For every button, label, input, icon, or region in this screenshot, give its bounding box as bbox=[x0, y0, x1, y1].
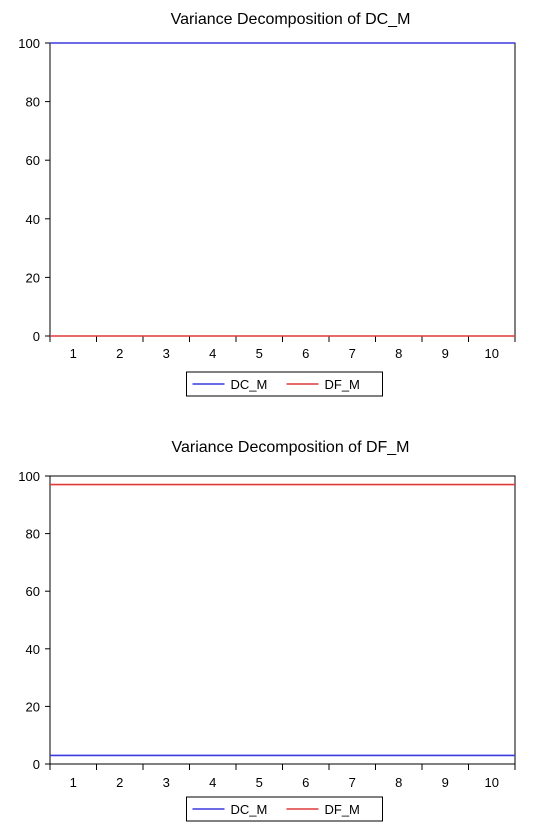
chart-svg-dc-m: Variance Decomposition of DC_M 0 20 40 60 80 1… bbox=[18, 11, 516, 397]
x-tick-label: 2 bbox=[116, 346, 123, 361]
legend: DC_M DF_M bbox=[186, 796, 383, 822]
y-tick-label: 100 bbox=[18, 469, 40, 484]
x-tick-label: 10 bbox=[485, 346, 499, 361]
x-tick-label: 4 bbox=[209, 775, 216, 790]
chart-variance-dc-m: Variance Decomposition of DC_M 0 20 40 60 80 1… bbox=[0, 0, 534, 412]
x-tick-label: 10 bbox=[485, 775, 499, 790]
x-tick-label: 8 bbox=[395, 775, 402, 790]
y-tick-label: 0 bbox=[33, 757, 40, 772]
chart-svg-df-m: Variance Decomposition of DF_M 0 20 40 60 80 1… bbox=[18, 439, 516, 822]
y-tick-label: 60 bbox=[26, 153, 40, 168]
x-tick-label: 8 bbox=[395, 346, 402, 361]
y-tick-label: 80 bbox=[26, 95, 40, 110]
y-tick-label: 100 bbox=[18, 36, 40, 51]
plot-frame bbox=[49, 475, 516, 765]
x-tick-label: 2 bbox=[116, 775, 123, 790]
x-tick-label: 3 bbox=[163, 775, 170, 790]
chart-title: Variance Decomposition of DF_M bbox=[171, 439, 409, 456]
x-tick-label: 5 bbox=[256, 346, 263, 361]
y-tick-label: 20 bbox=[26, 699, 40, 714]
x-tick-label: 4 bbox=[209, 346, 216, 361]
legend-label: DC_M bbox=[231, 802, 268, 817]
x-tick-label: 7 bbox=[349, 346, 356, 361]
x-tick-label: 6 bbox=[302, 346, 309, 361]
x-tick-label: 9 bbox=[442, 346, 449, 361]
x-tick-label: 7 bbox=[349, 775, 356, 790]
legend-label: DF_M bbox=[325, 802, 360, 817]
y-tick-label: 80 bbox=[26, 527, 40, 542]
x-tick-label: 1 bbox=[70, 775, 77, 790]
legend-label: DC_M bbox=[231, 377, 268, 392]
y-tick-label: 40 bbox=[26, 212, 40, 227]
x-tick-label: 6 bbox=[302, 775, 309, 790]
y-tick-label: 0 bbox=[33, 329, 40, 344]
x-tick-label: 3 bbox=[163, 346, 170, 361]
y-tick-label: 40 bbox=[26, 642, 40, 657]
legend: DC_M DF_M bbox=[186, 371, 383, 397]
x-tick-label: 1 bbox=[70, 346, 77, 361]
x-tick-label: 5 bbox=[256, 775, 263, 790]
legend-label: DF_M bbox=[325, 377, 360, 392]
x-tick-label: 9 bbox=[442, 775, 449, 790]
plot-frame bbox=[49, 42, 516, 337]
y-tick-label: 60 bbox=[26, 584, 40, 599]
chart-title: Variance Decomposition of DC_M bbox=[171, 11, 411, 28]
chart-variance-df-m: Variance Decomposition of DF_M 0 20 40 60 80 1… bbox=[0, 412, 534, 831]
y-tick-label: 20 bbox=[26, 270, 40, 285]
